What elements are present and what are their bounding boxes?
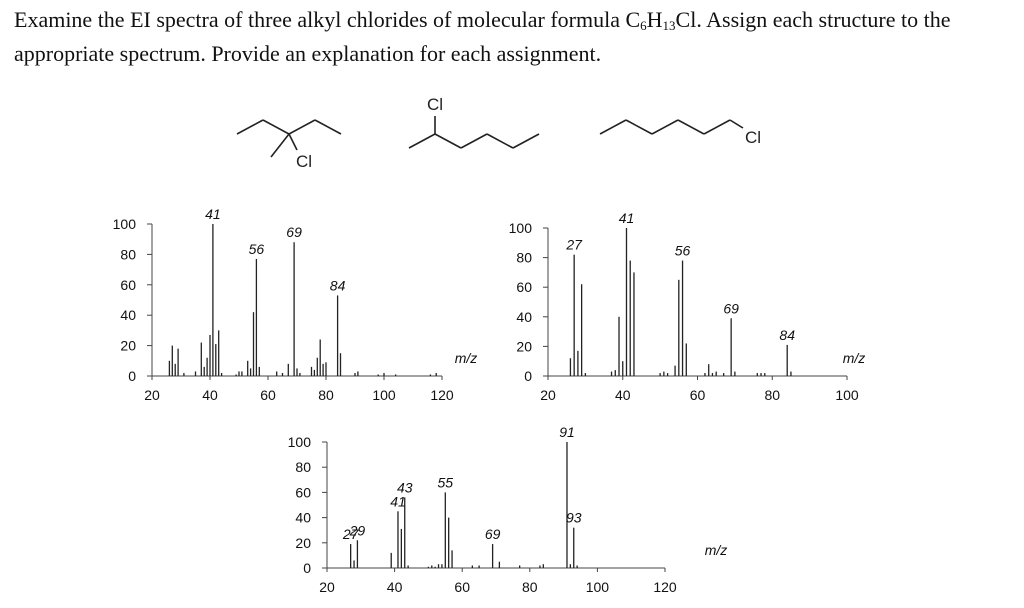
chlorine-atom: Cl (745, 128, 761, 147)
peak-label: 55 (438, 474, 454, 490)
y-tick-label: 80 (120, 246, 136, 262)
peak-label: 69 (286, 224, 302, 240)
x-axis-label: m/z (455, 350, 478, 366)
structure-2: Cl (408, 95, 540, 149)
bond (512, 133, 540, 149)
y-tick-label: 60 (295, 484, 311, 500)
peak-label: 91 (559, 424, 575, 440)
y-tick-label: 60 (516, 279, 532, 295)
y-tick-label: 80 (516, 250, 532, 266)
x-tick-label: 60 (690, 387, 706, 403)
y-tick-label: 40 (120, 307, 136, 323)
y-tick-label: 0 (128, 368, 136, 384)
y-tick-label: 100 (288, 434, 312, 450)
bond (270, 133, 290, 158)
peak-label: 41 (205, 206, 221, 222)
subscript-6: 6 (640, 18, 647, 33)
x-tick-label: 40 (202, 387, 218, 403)
bond (236, 119, 264, 135)
spectrum-1: 0 20 40 60 80 100 20 40 60 80 100 120 41 56 69 84 m/z (113, 206, 478, 403)
x-axis-label: m/z (843, 350, 866, 366)
x-tick-label: 120 (430, 387, 454, 403)
peak-label: 56 (249, 241, 265, 257)
question-part2: H (646, 7, 663, 32)
peak-label: 84 (779, 327, 795, 343)
peak-label: 69 (485, 526, 501, 542)
peak-label: 27 (342, 526, 360, 542)
x-tick-label: 100 (835, 387, 859, 403)
peak-label: 56 (675, 243, 691, 259)
y-tick-label: 100 (509, 220, 533, 236)
bond (599, 119, 627, 135)
y-tick-label: 60 (120, 277, 136, 293)
bond (460, 133, 488, 149)
x-tick-label: 80 (318, 387, 334, 403)
bond (408, 133, 436, 149)
y-tick-label: 40 (516, 309, 532, 325)
y-tick-label: 40 (295, 510, 311, 526)
y-tick-label: 20 (516, 338, 532, 354)
structure-1: Cl (236, 119, 342, 171)
x-tick-label: 120 (653, 579, 677, 595)
question-part1: Examine the EI spectra of three alkyl ch… (14, 7, 641, 32)
bond (262, 119, 290, 135)
structure-3: Cl (599, 119, 761, 147)
spectrum-2: 0 20 40 60 80 100 20 40 60 80 100 27 41 56 69 84 m/z (509, 210, 866, 403)
bond (703, 119, 731, 135)
question-text: Examine the EI spectra of three alkyl ch… (14, 6, 1018, 68)
x-axis-label: m/z (705, 542, 728, 558)
subscript-13: 13 (662, 18, 676, 33)
bond (288, 133, 298, 151)
x-tick-label: 40 (615, 387, 631, 403)
peak-label: 84 (330, 277, 346, 293)
x-tick-label: 60 (454, 579, 470, 595)
y-tick-label: 0 (303, 560, 311, 576)
x-tick-label: 100 (586, 579, 610, 595)
bond (486, 133, 514, 149)
x-tick-label: 80 (522, 579, 538, 595)
x-tick-label: 60 (260, 387, 276, 403)
x-tick-label: 20 (144, 387, 160, 403)
bond (434, 133, 462, 149)
peak-label: 69 (723, 300, 739, 316)
peak-label: 41 (390, 493, 406, 509)
peak-label: 29 (349, 522, 366, 538)
bond (625, 119, 653, 135)
chlorine-atom: Cl (427, 95, 443, 114)
bond (651, 119, 679, 135)
peak-label: 27 (565, 237, 583, 253)
x-tick-label: 20 (319, 579, 335, 595)
x-tick-label: 40 (387, 579, 403, 595)
bond (729, 119, 744, 129)
y-tick-label: 80 (295, 459, 311, 475)
peak-label: 41 (619, 210, 635, 226)
x-tick-label: 100 (372, 387, 396, 403)
y-tick-label: 100 (113, 216, 137, 232)
question-part3: Cl. Assign each structure to the appropr… (14, 7, 951, 66)
chlorine-atom: Cl (296, 152, 312, 171)
y-tick-label: 0 (524, 368, 532, 384)
x-tick-label: 20 (540, 387, 556, 403)
bond (288, 119, 316, 135)
peak-label: 93 (566, 510, 582, 526)
y-tick-label: 20 (295, 535, 311, 551)
x-tick-label: 80 (764, 387, 780, 403)
peak-label: 43 (397, 479, 413, 495)
bond (677, 119, 705, 135)
bond (314, 119, 342, 135)
y-tick-label: 20 (120, 338, 136, 354)
